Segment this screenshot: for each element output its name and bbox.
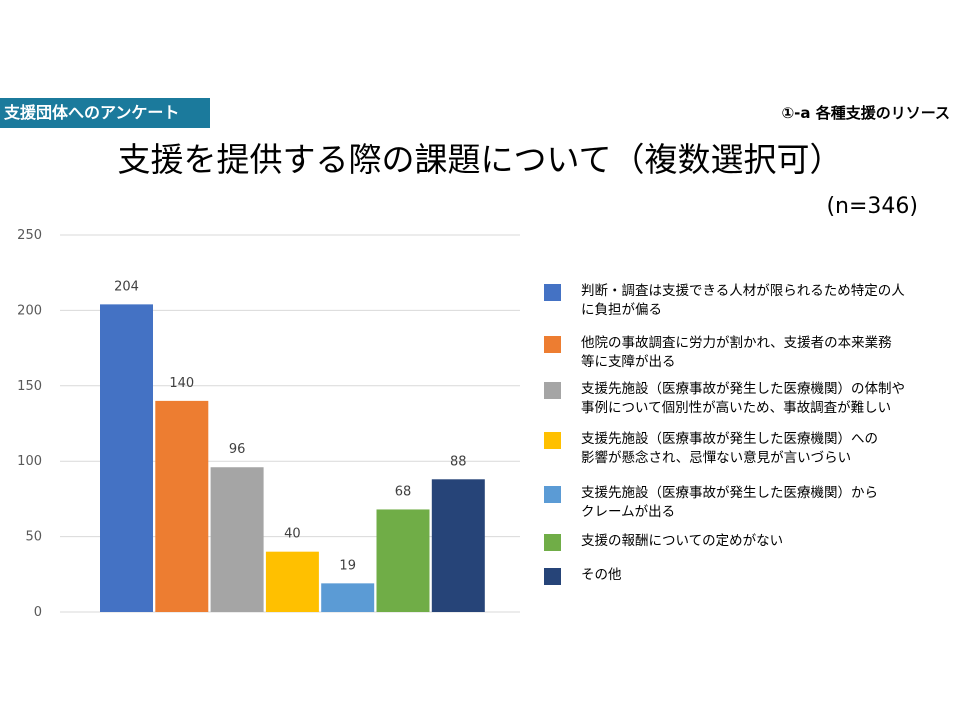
legend-swatch: [544, 336, 561, 353]
legend-label: 支援先施設（医療事故が発生した医療機関）の体制や 事例について個別性が高いため、…: [581, 381, 905, 416]
data-label: 68: [395, 484, 412, 499]
legend-item: その他: [544, 566, 622, 585]
y-tick-label: 50: [25, 530, 42, 545]
bar: [321, 583, 375, 612]
legend-item: 支援先施設（医療事故が発生した医療機関）の体制や 事例について個別性が高いため、…: [544, 380, 905, 418]
legend-label: その他: [581, 567, 622, 583]
bar-chart: 0 50 100 150 200 250 204 140 96 40 19 68 88: [17, 228, 520, 620]
y-tick-label: 150: [17, 379, 42, 394]
y-tick-label: 200: [17, 303, 42, 318]
legend-label: 支援の報酬についての定めがない: [581, 533, 784, 549]
legend-swatch: [544, 382, 561, 399]
legend-item: 支援先施設（医療事故が発生した医療機関）への 影響が懸念され、忌憚ない意見が言い…: [544, 430, 878, 468]
legend-swatch: [544, 568, 561, 585]
bar: [155, 400, 209, 612]
y-tick-label: 0: [34, 605, 42, 620]
legend-label: 他院の事故調査に労力が割かれ、支援者の本来業務 等に支障が出る: [581, 335, 892, 370]
legend-label: 支援先施設（医療事故が発生した医療機関）への 影響が懸念され、忌憚ない意見が言い…: [581, 431, 878, 466]
survey-badge: 支援団体へのアンケート: [0, 98, 210, 128]
bar: [431, 479, 485, 612]
y-tick-label: 250: [17, 228, 42, 243]
data-label: 140: [169, 376, 194, 391]
section-label: ①-a 各種支援のリソース: [781, 104, 950, 122]
bar: [376, 509, 430, 612]
legend-label: 判断・調査は支援できる人材が限られるため特定の人 に負担が偏る: [581, 283, 905, 318]
legend-swatch: [544, 432, 561, 449]
data-label: 204: [114, 279, 139, 294]
legend-item: 判断・調査は支援できる人材が限られるため特定の人 に負担が偏る: [544, 282, 905, 320]
bar: [265, 551, 319, 612]
page-title: 支援を提供する際の課題について（複数選択可）: [117, 140, 843, 179]
legend-label: 支援先施設（医療事故が発生した医療機関）から クレームが出る: [581, 485, 878, 520]
legend-swatch: [544, 486, 561, 503]
legend-swatch: [544, 534, 561, 551]
legend-item: 他院の事故調査に労力が割かれ、支援者の本来業務 等に支障が出る: [544, 334, 892, 372]
legend-item: 支援先施設（医療事故が発生した医療機関）から クレームが出る: [544, 484, 878, 522]
y-tick-label: 100: [17, 454, 42, 469]
legend-swatch: [544, 284, 561, 301]
bar: [210, 467, 264, 612]
bar: [100, 304, 153, 612]
data-label: 40: [284, 527, 301, 542]
data-label: 19: [339, 558, 356, 573]
sample-size: (n=346): [826, 194, 918, 219]
data-label: 88: [450, 454, 467, 469]
legend-item: 支援の報酬についての定めがない: [544, 532, 783, 551]
data-label: 96: [229, 442, 246, 457]
